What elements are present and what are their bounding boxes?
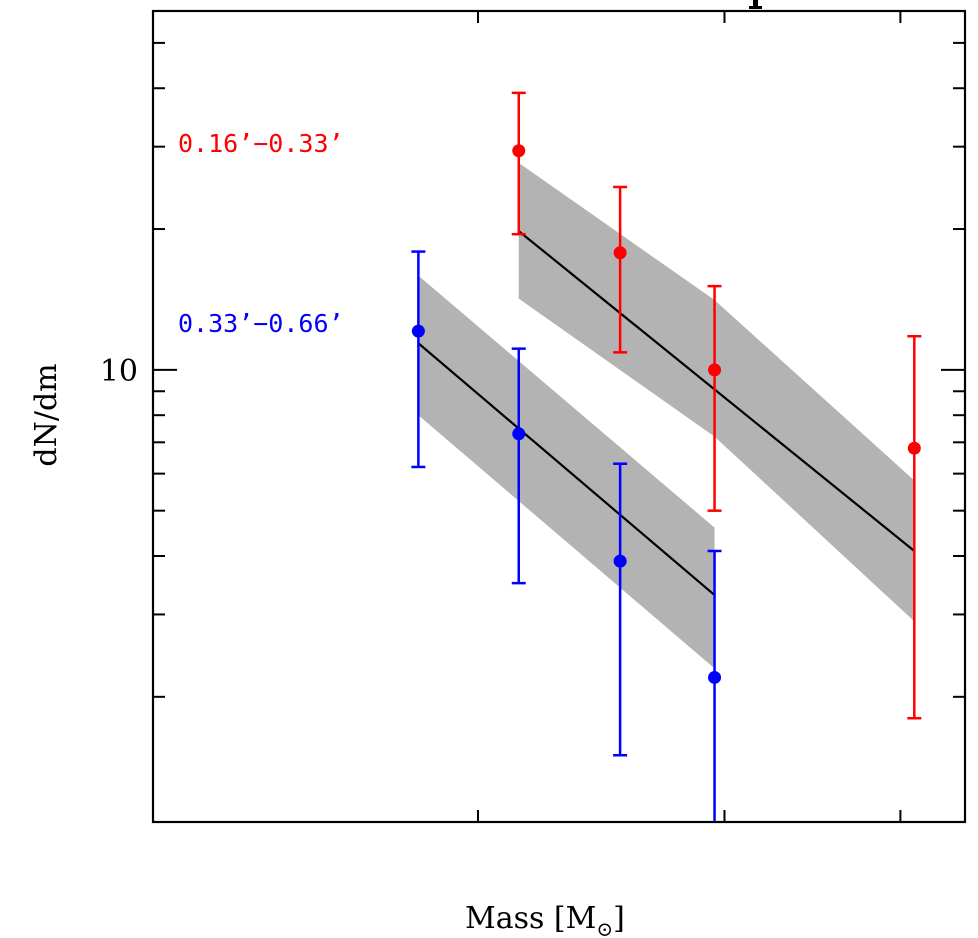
data-point xyxy=(613,554,627,568)
fit-line-series-1 xyxy=(417,342,716,596)
data-point xyxy=(512,427,526,441)
legend-label-outer: 0.33’−0.66’ xyxy=(178,309,344,338)
y-tick-label-10: 10 xyxy=(100,354,138,389)
x-axis-label: Mass [M⊙] xyxy=(465,901,625,938)
solar-symbol: ⊙ xyxy=(596,917,613,938)
legend-label-inner: 0.16’−0.33’ xyxy=(178,129,344,158)
data-point xyxy=(613,246,627,260)
x-axis-label-close: ] xyxy=(613,901,625,936)
fit-line-series-0 xyxy=(518,230,916,552)
error-bars xyxy=(411,91,922,822)
clipped-title-fragment xyxy=(753,0,758,8)
series-labels: 0.16’−0.33’ 0.33’−0.66’ xyxy=(178,129,344,338)
plot-frame xyxy=(151,9,967,824)
data-point xyxy=(907,441,921,455)
data-point xyxy=(708,670,722,684)
axes xyxy=(151,9,967,824)
fit-lines xyxy=(417,230,916,596)
data-point xyxy=(708,363,722,377)
data-point xyxy=(512,144,526,158)
y-axis-label: dN/dm xyxy=(29,363,64,466)
data-point xyxy=(411,324,425,338)
confidence-bands xyxy=(418,162,915,669)
clipped-title-fragment-base xyxy=(749,6,762,9)
fit-band-series-1 xyxy=(418,275,715,669)
x-axis-label-text: Mass [M xyxy=(465,901,596,936)
data-points xyxy=(411,144,921,684)
